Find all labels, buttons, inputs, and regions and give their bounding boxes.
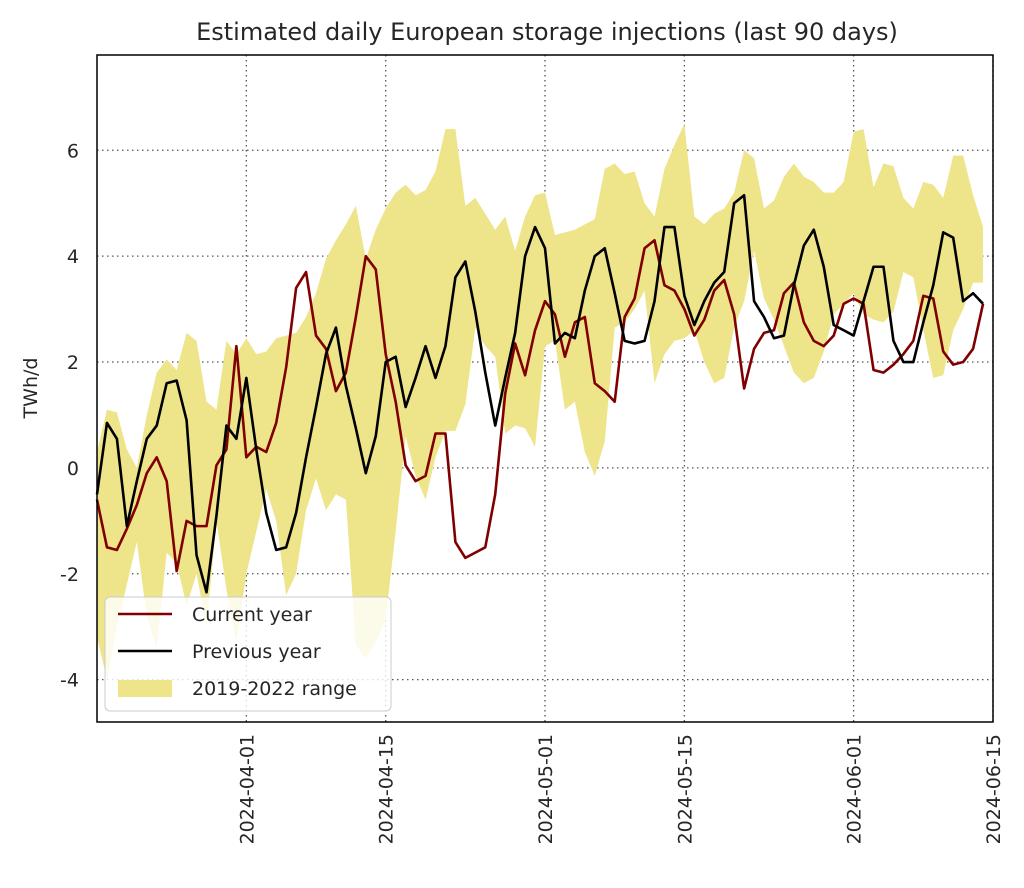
x-tick-label: 2024-06-01: [844, 734, 866, 844]
chart-title: Estimated daily European storage injecti…: [196, 18, 898, 46]
plot-frame: [96, 54, 994, 723]
x-tick-label: 2024-04-15: [376, 734, 398, 844]
legend-current-year-label: Current year: [192, 604, 312, 626]
y-axis-label: TWh/d: [20, 358, 42, 420]
y-tick-labels: -4 -2 0 2 4 6: [60, 140, 79, 691]
x-tick-label: 2024-04-01: [236, 734, 258, 844]
series-lines-layer: [95, 193, 985, 594]
legend-range-swatch: [118, 680, 172, 697]
legend-range-label: 2019-2022 range: [192, 678, 357, 700]
y-tick-label: -2: [60, 564, 79, 586]
y-tick-label: 2: [67, 352, 79, 374]
current-year-line: [95, 238, 985, 573]
x-tick-labels: 2024-04-01 2024-04-15 2024-05-01 2024-05-15…: [236, 734, 1005, 844]
range-band: [97, 123, 984, 680]
y-tick-label: -4: [60, 670, 79, 692]
x-tick-label: 2024-05-15: [674, 734, 696, 844]
y-tick-label: 0: [67, 458, 79, 480]
legend-box: [104, 596, 392, 712]
legend: Current year Previous year 2019-2022 ran…: [104, 596, 392, 712]
previous-year-line: [95, 193, 984, 594]
y-tick-label: 6: [67, 140, 79, 162]
range-band-layer: [97, 123, 984, 680]
x-tick-label: 2024-06-15: [983, 734, 1005, 844]
y-tick-label: 4: [67, 246, 79, 268]
x-tick-label: 2024-05-01: [535, 734, 557, 844]
legend-previous-year-label: Previous year: [192, 641, 321, 663]
